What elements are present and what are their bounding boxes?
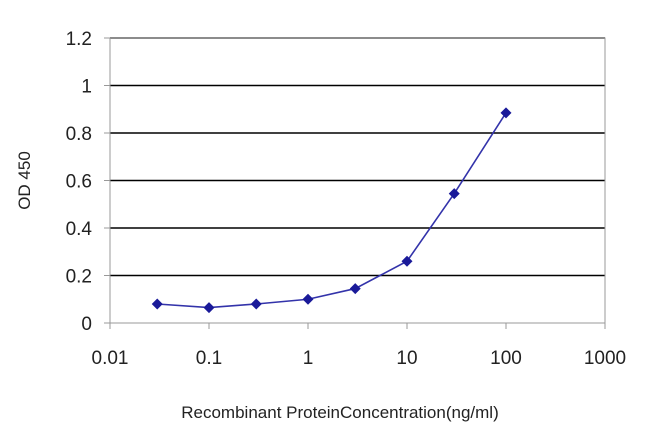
x-tick-label: 1000: [584, 348, 626, 369]
y-tick-label: 0.2: [66, 267, 92, 288]
x-tick-label: 100: [490, 348, 522, 369]
grid-lines: [110, 37, 605, 277]
x-tick-label: 0.01: [92, 348, 129, 369]
data-point: [250, 298, 262, 310]
x-tick-label: 1: [303, 348, 314, 369]
data-point: [302, 293, 314, 305]
y-tick-label: 0.8: [66, 124, 92, 145]
y-axis-title: OD 450: [15, 151, 34, 210]
y-tick-label: 0: [81, 314, 92, 335]
series: [151, 107, 512, 314]
series-line: [157, 112, 507, 309]
y-tick-label: 1.2: [66, 29, 92, 50]
x-tick-label: 0.1: [196, 348, 222, 369]
data-point: [203, 302, 215, 314]
y-tick-label: 1: [81, 77, 92, 98]
x-axis-ticks: 0.01 0.1 1 10 100 1000: [92, 323, 626, 369]
y-tick-label: 0.6: [66, 172, 92, 193]
data-point: [448, 188, 460, 200]
data-point: [500, 107, 512, 119]
x-axis-title: Recombinant ProteinConcentration(ng/ml): [181, 403, 499, 422]
y-tick-label: 0.4: [66, 219, 93, 240]
x-tick-label: 10: [396, 348, 417, 369]
data-point: [151, 298, 163, 310]
data-point: [349, 283, 361, 295]
y-axis-ticks: 0 0.2 0.4 0.6 0.8 1 1.2: [66, 29, 110, 335]
data-point: [401, 255, 413, 267]
